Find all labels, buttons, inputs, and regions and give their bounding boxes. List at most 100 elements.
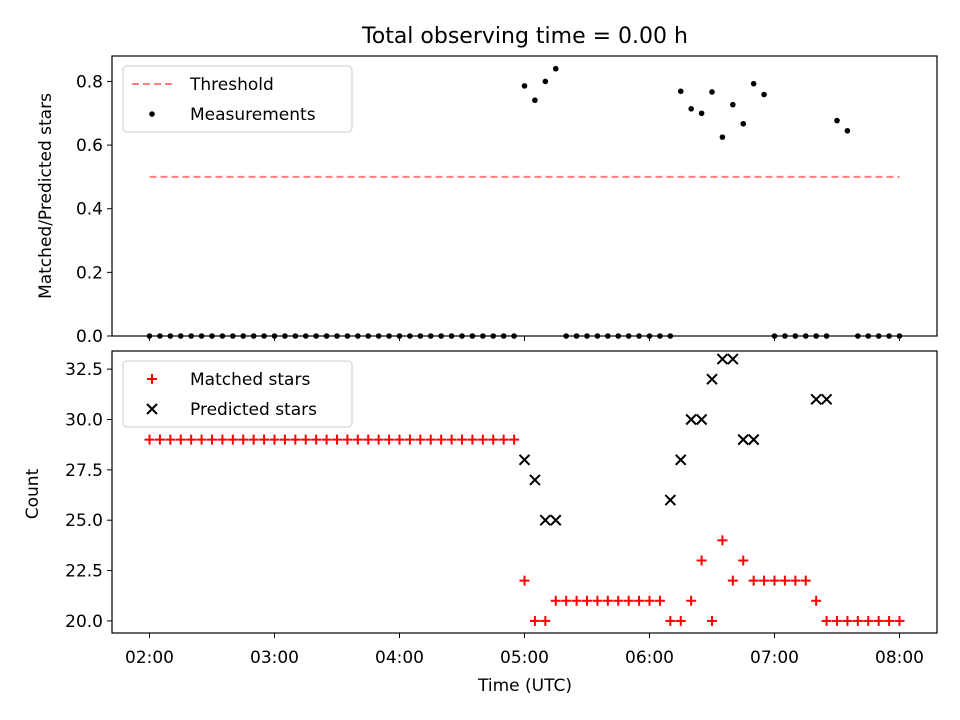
matched-star-point: [696, 555, 707, 566]
matched-star-point: [290, 434, 301, 445]
legend-measurements-label: Measurements: [190, 105, 316, 125]
matched-star-point: [582, 595, 592, 606]
matched-star-point: [300, 434, 311, 445]
plot-frame: [111, 350, 938, 634]
measurement-point: [532, 97, 538, 104]
y-tick-label: 20.0: [65, 612, 103, 632]
matched-star-point: [446, 434, 457, 445]
y-tick-label: 30.0: [65, 410, 103, 430]
y-tick-label: 0.2: [76, 263, 103, 283]
x-tick-label: 04:00: [375, 648, 424, 668]
matched-star-point: [863, 615, 874, 626]
matched-star-point: [467, 434, 478, 445]
x-tick-label: 05:00: [500, 648, 549, 668]
matched-star-point: [488, 434, 499, 445]
matched-star-point: [509, 434, 520, 445]
matched-star-point: [196, 434, 207, 445]
legend-measurements-swatch: [149, 111, 155, 117]
x-tick-label: 08:00: [875, 648, 924, 668]
matched-star-point: [144, 434, 155, 445]
matched-star-point: [352, 434, 363, 445]
legend-matched-label: Matched stars: [190, 370, 310, 390]
predicted-star-point: [737, 433, 749, 446]
matched-star-point: [384, 434, 395, 445]
x-axis-label: Time (UTC): [477, 676, 572, 696]
matched-star-point: [717, 535, 728, 546]
chart-title: Total observing time = 0.00 h: [361, 24, 688, 49]
matched-star-point: [821, 615, 832, 626]
matched-star-point: [363, 434, 374, 445]
matched-star-point: [227, 434, 238, 445]
matched-star-point: [779, 575, 790, 586]
legend-box: [122, 360, 353, 428]
legend: Matched stars Predicted stars: [122, 360, 353, 428]
predicted-star-point: [727, 353, 739, 365]
measurement-point: [688, 106, 694, 112]
matched-star-point: [707, 615, 717, 626]
y-tick-label: 0.0: [76, 327, 103, 347]
top-y-axis-label: Matched/Predicted stars: [36, 93, 56, 299]
y-tick-label: 22.5: [65, 562, 103, 582]
matched-star-point: [217, 434, 228, 445]
predicted-star-point: [810, 393, 822, 406]
matched-star-point: [373, 434, 384, 445]
legend-matched-swatch: [147, 374, 157, 384]
x-tick-label: 03:00: [250, 648, 299, 668]
measurement-point: [740, 120, 747, 127]
matched-star-point: [207, 434, 217, 445]
y-tick-label: 32.5: [65, 360, 103, 380]
measurement-point: [719, 134, 726, 140]
measurement-point: [834, 117, 840, 124]
matched-star-point: [561, 595, 572, 606]
matched-star-point: [738, 555, 749, 566]
matched-star-point: [686, 595, 697, 606]
matched-star-point: [186, 434, 197, 445]
matched-star-point: [800, 575, 811, 586]
predicted-star-point: [550, 514, 562, 526]
y-tick-label: 0.8: [76, 72, 103, 92]
matched-star-point: [675, 615, 686, 626]
matched-star-point: [154, 434, 165, 445]
matched-star-point: [727, 575, 738, 586]
predicted-star-point: [820, 393, 833, 406]
matched-star-point: [748, 575, 759, 586]
measurement-point: [730, 101, 736, 108]
matched-star-point: [832, 615, 842, 626]
matched-star-point: [529, 615, 540, 626]
matched-star-point: [238, 434, 249, 445]
predicted-star-point: [695, 413, 708, 426]
matched-star-point: [665, 615, 676, 626]
x-tick-label: 07:00: [750, 648, 799, 668]
measurement-point: [521, 83, 528, 89]
measurement-point: [750, 80, 757, 87]
predicted-star-point: [529, 474, 541, 486]
matched-star-point: [519, 575, 530, 586]
matched-star-point: [769, 575, 780, 586]
matched-star-point: [436, 434, 447, 445]
predicted-star-point: [664, 494, 677, 506]
matched-star-point: [790, 575, 801, 586]
legend-threshold-label: Threshold: [189, 75, 274, 95]
plot-frame: [111, 55, 938, 337]
predicted-star-point: [518, 454, 531, 466]
matched-star-point: [311, 434, 322, 445]
matched-star-point: [873, 615, 884, 626]
predicted-star-point: [747, 433, 760, 446]
matched-star-point: [571, 595, 582, 606]
x-tick-label: 02:00: [125, 648, 174, 668]
matched-star-point: [602, 595, 613, 606]
predicted-star-point: [685, 413, 697, 426]
matched-star-point: [654, 595, 665, 606]
predicted-star-point: [706, 373, 718, 385]
predicted-star-point: [716, 353, 729, 365]
matched-star-point: [165, 434, 176, 445]
predicted-star-point: [675, 454, 687, 466]
matched-star-point: [634, 595, 645, 606]
matched-star-point: [457, 434, 467, 445]
matched-star-point: [894, 615, 905, 626]
matched-star-point: [623, 595, 634, 606]
y-tick-label: 25.0: [65, 511, 103, 531]
legend: Threshold Measurements: [122, 65, 353, 133]
matched-star-point: [175, 434, 186, 445]
